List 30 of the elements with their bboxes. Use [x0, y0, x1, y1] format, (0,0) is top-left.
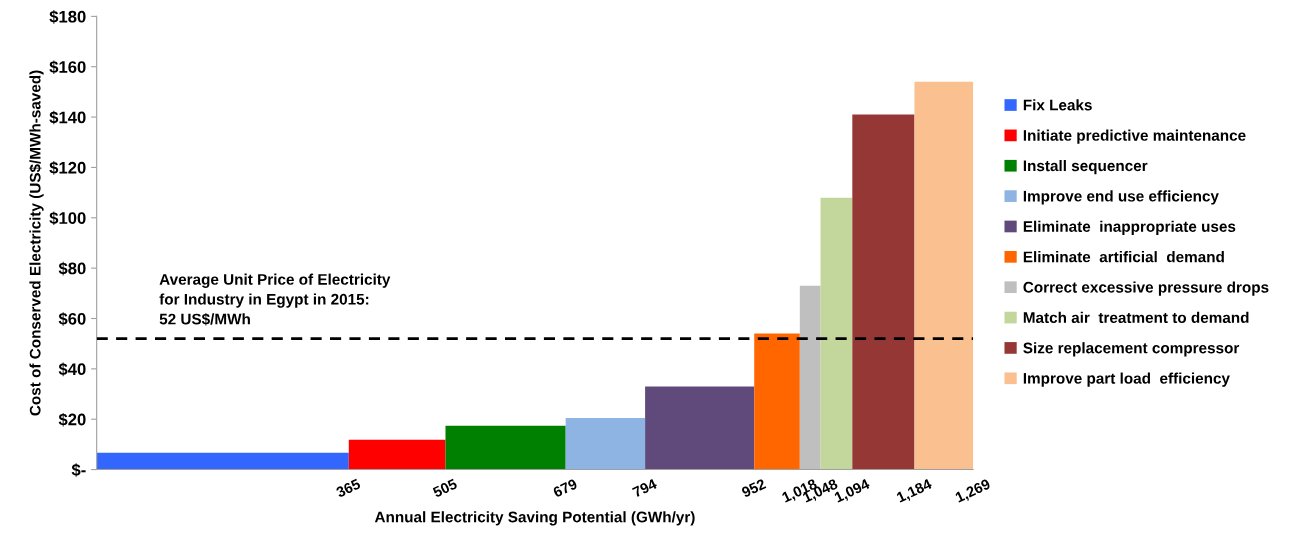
- y-tick-label: $-: [71, 463, 86, 477]
- x-tick-label: 952: [740, 478, 767, 498]
- x-tick-label: 679: [552, 478, 578, 498]
- y-tick-label: $160: [49, 60, 86, 75]
- legend-label: Eliminate inappropriate uses: [1023, 220, 1236, 235]
- legend-label: Eliminate artificial demand: [1023, 251, 1224, 263]
- legend-label: Initiate predictive maintenance: [1023, 129, 1246, 144]
- ref-line-label: Average Unit Price of Electricity for Industry in Egypt in 2015: 52 US$/MWh: [159, 273, 391, 326]
- y-tick-label: $100: [49, 211, 86, 226]
- y-axis-title: Cost of Conserved Electricity (US$/MWh-saved): [29, 70, 44, 416]
- x-axis-title: Annual Electricity Saving Potential (GWh/yr): [374, 511, 695, 526]
- y-tick-label: $60: [58, 312, 86, 326]
- y-tick-label: $120: [49, 161, 86, 175]
- legend-label: Correct excessive pressure drops: [1023, 281, 1269, 296]
- legend-label: Install sequencer: [1023, 159, 1148, 175]
- legend-label: Fix Leaks: [1023, 99, 1092, 111]
- legend-label: Size replacement compressor: [1023, 342, 1240, 357]
- y-tick-label: $20: [58, 412, 86, 427]
- y-tick-label: $180: [49, 10, 86, 24]
- x-tick-label: 365: [335, 478, 362, 498]
- legend-label: Match air treatment to demand: [1023, 311, 1249, 324]
- x-tick-label: 794: [631, 478, 658, 498]
- x-tick-label: 505: [432, 478, 458, 498]
- y-tick-label: $80: [58, 261, 86, 276]
- x-tick-label: 1,269: [954, 478, 992, 505]
- y-tick-label: $40: [58, 362, 86, 377]
- legend-label: Improve part load efficiency: [1023, 372, 1230, 387]
- y-tick-label: $140: [49, 110, 86, 125]
- x-tick-label: 1,184: [896, 478, 934, 505]
- legend-label: Improve end use efficiency: [1023, 190, 1219, 205]
